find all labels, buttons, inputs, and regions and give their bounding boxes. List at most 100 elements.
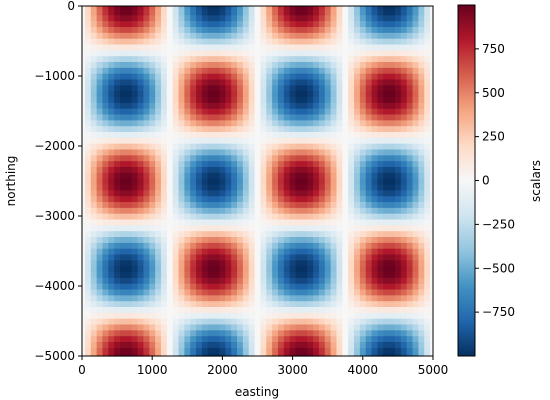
heatmap-cell bbox=[248, 55, 256, 63]
heatmap-cell bbox=[166, 49, 174, 57]
heatmap-cell bbox=[324, 8, 332, 16]
heatmap-cell bbox=[231, 38, 238, 45]
heatmap-cell bbox=[260, 61, 267, 68]
heatmap-cell bbox=[400, 277, 408, 284]
heatmap-cell bbox=[201, 84, 209, 92]
heatmap-cell bbox=[196, 20, 203, 28]
heatmap-cell bbox=[359, 259, 367, 267]
heatmap-cell bbox=[295, 242, 302, 249]
heatmap-cells bbox=[82, 6, 434, 357]
heatmap-cell bbox=[283, 207, 291, 214]
heatmap-cell bbox=[125, 259, 133, 267]
heatmap-cell bbox=[237, 300, 244, 308]
heatmap-cell bbox=[371, 90, 379, 98]
heatmap-cell bbox=[324, 253, 332, 261]
heatmap-cell bbox=[149, 43, 156, 51]
heatmap-cell bbox=[108, 90, 115, 98]
heatmap-cell bbox=[248, 108, 256, 115]
heatmap-cell bbox=[272, 329, 279, 337]
heatmap-cell bbox=[155, 148, 162, 156]
heatmap-cell bbox=[201, 306, 209, 313]
heatmap-cell bbox=[155, 283, 162, 290]
heatmap-cell bbox=[377, 32, 384, 39]
heatmap-cell bbox=[430, 8, 434, 16]
heatmap-cell bbox=[114, 347, 121, 354]
heatmap-cell bbox=[330, 341, 338, 348]
heatmap-cell bbox=[131, 271, 139, 278]
heatmap-cell bbox=[143, 236, 150, 243]
heatmap-cell bbox=[96, 90, 104, 98]
heatmap-cell bbox=[313, 113, 320, 121]
heatmap-cell bbox=[84, 6, 92, 10]
heatmap-cell bbox=[172, 154, 180, 162]
y-tick-label: −3000 bbox=[34, 209, 75, 223]
heatmap-cell bbox=[289, 207, 297, 214]
heatmap-cell bbox=[172, 55, 180, 63]
heatmap-cell bbox=[371, 323, 379, 331]
heatmap-cell bbox=[120, 253, 127, 261]
heatmap-cell bbox=[155, 207, 162, 214]
heatmap-cell bbox=[301, 143, 308, 150]
heatmap-cell bbox=[254, 195, 262, 203]
heatmap-cell bbox=[412, 67, 419, 74]
heatmap-cell bbox=[96, 218, 104, 226]
heatmap-cell bbox=[196, 353, 203, 357]
heatmap-cell bbox=[389, 230, 396, 238]
heatmap-cell bbox=[394, 300, 402, 308]
heatmap-cell bbox=[82, 353, 86, 357]
heatmap-cell bbox=[371, 277, 379, 284]
heatmap-cell bbox=[389, 119, 396, 127]
heatmap-cell bbox=[82, 143, 86, 150]
heatmap-cell bbox=[201, 236, 209, 243]
heatmap-cell bbox=[248, 38, 256, 45]
heatmap-cell bbox=[82, 265, 86, 273]
heatmap-cell bbox=[120, 300, 127, 308]
heatmap-cell bbox=[82, 294, 86, 302]
heatmap-cell bbox=[330, 6, 338, 10]
heatmap-cell bbox=[266, 288, 273, 296]
heatmap-cell bbox=[260, 73, 267, 80]
heatmap-cell bbox=[272, 78, 279, 86]
heatmap-cell bbox=[342, 172, 349, 179]
heatmap-cell bbox=[272, 137, 279, 144]
heatmap-cell bbox=[389, 143, 396, 150]
heatmap-cell bbox=[260, 323, 267, 331]
heatmap-cell bbox=[190, 113, 197, 121]
heatmap-cell bbox=[166, 166, 174, 173]
heatmap-cell bbox=[120, 218, 127, 226]
heatmap-cell bbox=[418, 108, 425, 115]
x-tick-label: 2000 bbox=[207, 363, 238, 377]
heatmap-cell bbox=[342, 218, 349, 226]
heatmap-cell bbox=[155, 78, 162, 86]
heatmap-cell bbox=[412, 108, 419, 115]
heatmap-cell bbox=[371, 113, 379, 121]
heatmap-cell bbox=[248, 347, 256, 354]
heatmap-cell bbox=[108, 26, 115, 33]
heatmap-cell bbox=[336, 55, 343, 63]
heatmap-cell bbox=[242, 108, 250, 115]
heatmap-cell bbox=[313, 312, 320, 319]
heatmap-cell bbox=[237, 189, 244, 197]
heatmap-cell bbox=[178, 14, 185, 22]
heatmap-cell bbox=[295, 323, 302, 331]
heatmap-cell bbox=[149, 306, 156, 313]
heatmap-cell bbox=[254, 288, 262, 296]
heatmap-cell bbox=[201, 318, 209, 325]
heatmap-cell bbox=[102, 178, 109, 185]
heatmap-cell bbox=[365, 166, 373, 173]
heatmap-cell bbox=[131, 201, 139, 208]
heatmap-cell bbox=[266, 283, 273, 290]
heatmap-cell bbox=[307, 323, 314, 331]
heatmap-cell bbox=[237, 131, 244, 138]
heatmap-cell bbox=[359, 335, 367, 343]
heatmap-cell bbox=[330, 119, 338, 127]
heatmap-cell bbox=[172, 259, 180, 267]
heatmap-cell bbox=[301, 224, 308, 232]
heatmap-cell bbox=[383, 73, 390, 80]
heatmap-cell bbox=[172, 14, 180, 22]
heatmap-cell bbox=[424, 323, 431, 331]
heatmap-cell bbox=[248, 14, 256, 22]
heatmap-cell bbox=[201, 90, 209, 98]
heatmap-cell bbox=[143, 96, 150, 103]
heatmap-cell bbox=[137, 125, 145, 133]
